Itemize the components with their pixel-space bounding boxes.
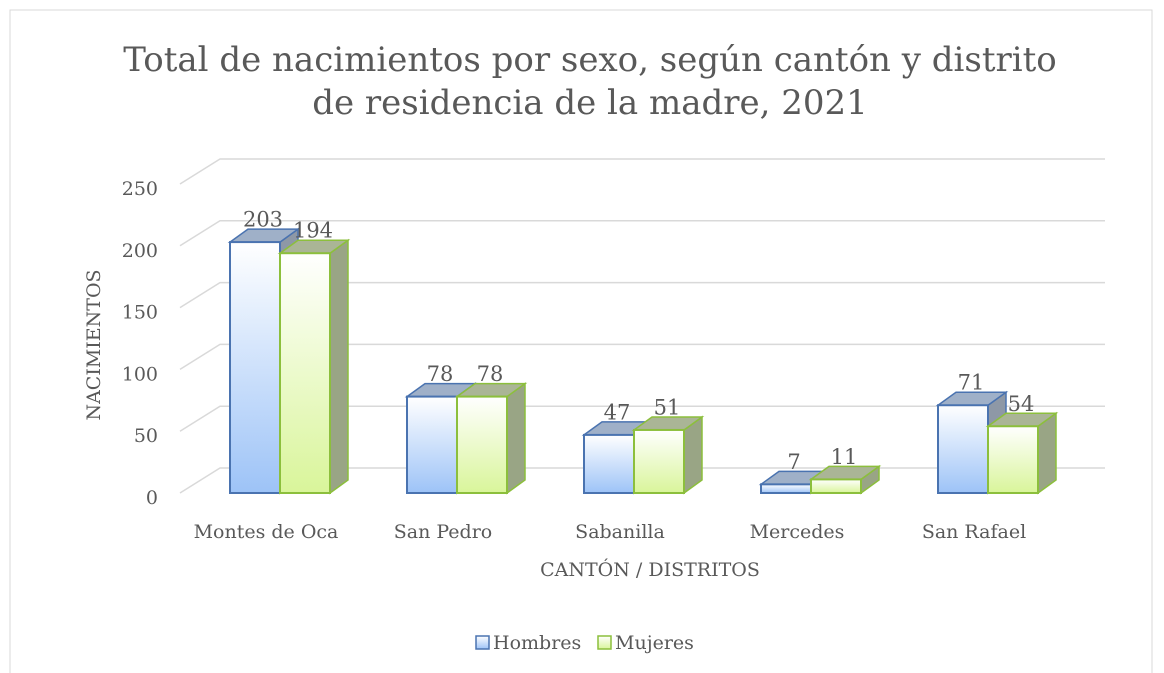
y-axis-title: NACIMIENTOS [83, 269, 105, 420]
legend-swatch [475, 635, 490, 650]
data-label: 203 [243, 208, 283, 232]
y-tick-label: 50 [134, 425, 158, 447]
bar [810, 478, 862, 494]
bar [987, 425, 1039, 495]
bar [633, 428, 685, 494]
data-label: 11 [831, 445, 858, 469]
bar-side [506, 382, 526, 495]
data-label: 194 [293, 219, 333, 243]
x-axis-title: CANTÓN / DISTRITOS [540, 558, 760, 581]
grid-line [179, 220, 1105, 247]
y-tick-label: 200 [122, 240, 158, 262]
x-tick-label: Montes de Oca [194, 521, 339, 543]
bar-side [329, 238, 349, 495]
data-label: 54 [1008, 392, 1035, 416]
grid-line [179, 281, 1105, 309]
x-tick-label: San Pedro [394, 521, 492, 543]
y-tick-label: 100 [122, 363, 158, 385]
data-label: 51 [654, 395, 681, 419]
bar [406, 395, 458, 495]
chart-title: de residencia de la madre, 2021 [312, 83, 868, 123]
legend-label: Hombres [493, 632, 581, 654]
bar [279, 252, 331, 494]
data-label: 71 [958, 371, 985, 395]
bar [937, 404, 989, 494]
data-label: 47 [604, 400, 631, 424]
grid-line [179, 158, 1105, 185]
bar [229, 241, 281, 494]
legend-swatch [597, 635, 612, 650]
grid-line [179, 467, 1105, 494]
x-tick-label: Sabanilla [575, 521, 665, 543]
y-tick-label: 0 [146, 487, 158, 509]
y-tick-label: 250 [122, 178, 158, 200]
x-tick-label: San Rafael [922, 521, 1026, 543]
bar [456, 395, 508, 495]
legend-label: Mujeres [615, 632, 694, 654]
data-label: 7 [787, 450, 800, 474]
chart-title: Total de nacimientos por sexo, según can… [123, 40, 1057, 80]
data-label: 78 [427, 362, 454, 386]
data-label: 78 [477, 362, 504, 386]
x-tick-label: Mercedes [750, 521, 845, 543]
bar [583, 433, 635, 494]
y-tick-label: 150 [122, 302, 158, 324]
chart-border [9, 9, 1153, 673]
bar [760, 483, 812, 494]
grid-line [179, 405, 1105, 432]
grid-line [179, 343, 1105, 371]
